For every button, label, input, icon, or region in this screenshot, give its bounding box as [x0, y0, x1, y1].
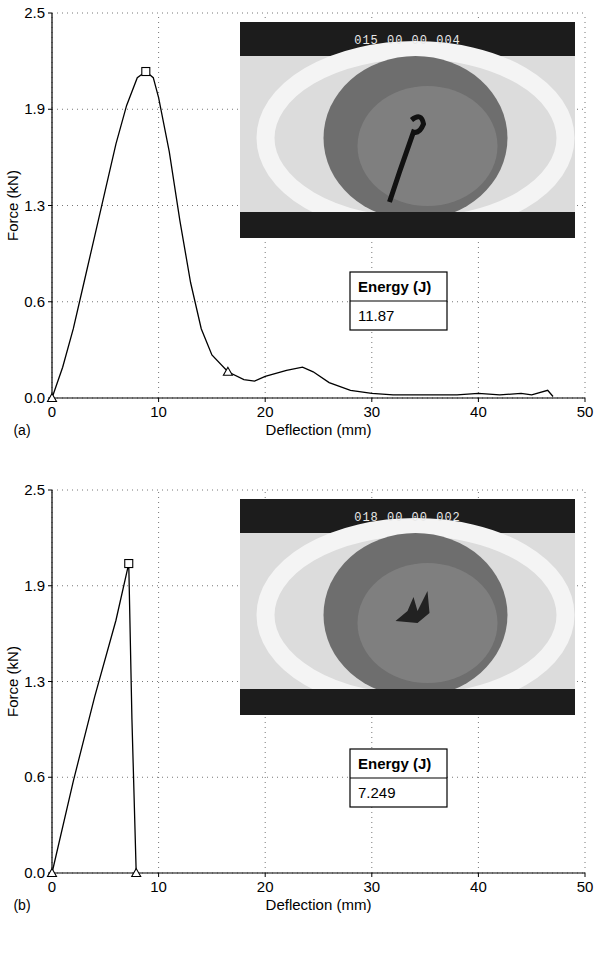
grid-line: [52, 13, 585, 14]
y-tick: [48, 13, 52, 14]
grid-line: [52, 398, 585, 399]
x-tick-label: 50: [577, 878, 594, 895]
marker-triangle: [223, 367, 232, 375]
x-tick: [265, 873, 266, 877]
x-tick: [265, 398, 266, 402]
energy-box-divider: [350, 300, 447, 301]
x-tick-label: 40: [470, 403, 487, 420]
photo-shade: [358, 86, 498, 206]
x-tick: [371, 398, 372, 402]
y-tick-label: 1.3: [24, 673, 45, 690]
energy-box: Energy (J) 11.87: [350, 272, 447, 330]
x-tick: [158, 398, 159, 402]
y-tick: [48, 777, 52, 778]
data-group: [48, 560, 141, 877]
panel: 018 00 00 002 0 10 20 30 40 50 0.0 0.6 1.3 1.9 2.5 D…: [4, 481, 594, 913]
y-tick-label: 0.6: [24, 293, 45, 310]
grid-line: [52, 777, 585, 778]
y-tick-label: 0.0: [24, 389, 45, 406]
y-axis-title: Force (kN): [4, 646, 21, 717]
x-tick: [478, 398, 479, 402]
panel-label: (a): [13, 422, 30, 438]
y-tick: [48, 205, 52, 206]
x-axis-title: Deflection (mm): [266, 421, 372, 438]
grid-line: [158, 13, 159, 398]
figure: 015 00 00 004 0 10 20 30 40 50 0.0 0.6 1.3 1.9 2.5 D…: [0, 0, 613, 954]
photo-crack: [396, 591, 430, 623]
x-tick-label: 0: [48, 403, 56, 420]
y-tick-label: 1.9: [24, 100, 45, 117]
x-axis-title: Deflection (mm): [266, 896, 372, 913]
marker-square: [142, 68, 150, 76]
energy-box-frame: [350, 749, 447, 807]
marker-square: [125, 560, 133, 568]
y-tick-label: 0.0: [24, 864, 45, 881]
grid-line: [158, 490, 159, 873]
photo-frame: [240, 22, 575, 238]
energy-title: Energy (J): [358, 755, 431, 772]
photo-text: 018 00 00 002: [354, 511, 461, 525]
inset-photo: 018 00 00 002: [240, 499, 575, 715]
x-tick-label: 20: [257, 403, 274, 420]
panel-label: (b): [13, 897, 30, 913]
grid-line: [52, 873, 585, 874]
x-tick-label: 20: [257, 878, 274, 895]
x-tick-label: 30: [363, 878, 380, 895]
y-tick-label: 2.5: [24, 481, 45, 498]
x-tick-label: 30: [363, 403, 380, 420]
marker-triangle: [48, 394, 57, 402]
panel: 015 00 00 004 0 10 20 30 40 50 0.0 0.6 1.3 1.9 2.5 D…: [4, 4, 594, 438]
x-tick-label: 10: [150, 878, 167, 895]
photo-frame: [240, 499, 575, 715]
energy-title: Energy (J): [358, 278, 431, 295]
photo-band: [240, 689, 575, 715]
energy-box-divider: [350, 777, 447, 778]
inset-photo: 015 00 00 004: [240, 22, 575, 238]
photo-crack: [390, 117, 424, 202]
y-tick: [48, 301, 52, 302]
y-tick: [48, 585, 52, 586]
x-tick: [478, 873, 479, 877]
y-tick-label: 0.6: [24, 768, 45, 785]
photo-specimen: [324, 533, 508, 697]
grid-line: [52, 301, 585, 302]
x-tick-label: 40: [470, 878, 487, 895]
marker-triangle: [48, 869, 57, 877]
photo-text: 015 00 00 004: [354, 34, 461, 48]
x-tick: [158, 873, 159, 877]
y-tick-label: 1.9: [24, 577, 45, 594]
data-group: [48, 68, 554, 402]
x-tick: [585, 398, 586, 402]
photo-shade: [358, 563, 498, 683]
y-tick-label: 2.5: [24, 4, 45, 21]
x-tick-label: 10: [150, 403, 167, 420]
y-axis-title: Force (kN): [4, 170, 21, 241]
y-tick: [48, 109, 52, 110]
grid-line: [52, 490, 585, 491]
x-axis: [52, 397, 585, 398]
y-tick: [48, 681, 52, 682]
x-tick: [585, 873, 586, 877]
x-axis: [52, 872, 585, 873]
energy-value: 7.249: [358, 784, 396, 801]
energy-box-frame: [350, 272, 447, 330]
y-tick: [48, 490, 52, 491]
x-tick-label: 0: [48, 878, 56, 895]
force-curve: [52, 564, 136, 873]
force-curve: [52, 72, 553, 398]
photo-ring: [266, 527, 566, 703]
photo-ring: [266, 50, 566, 226]
marker-triangle: [132, 869, 141, 877]
energy-box: Energy (J) 7.249: [350, 749, 447, 807]
x-tick-label: 50: [577, 403, 594, 420]
x-tick: [371, 873, 372, 877]
photo-specimen: [324, 56, 508, 220]
y-tick-label: 1.3: [24, 197, 45, 214]
photo-band: [240, 212, 575, 238]
energy-value: 11.87: [358, 307, 394, 324]
